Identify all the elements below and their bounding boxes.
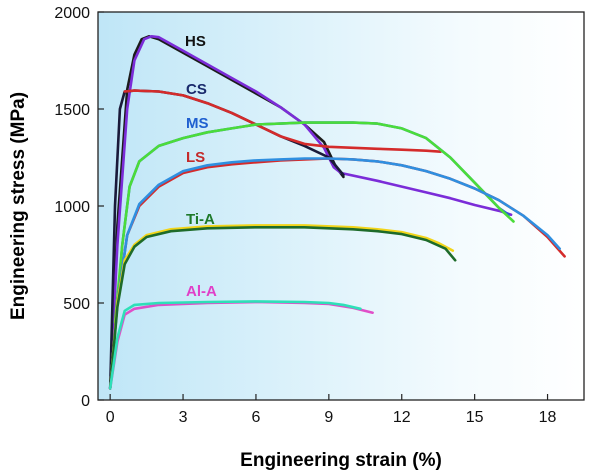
series-line-hs-1 bbox=[108, 35, 513, 390]
series-line-ls-1 bbox=[108, 157, 561, 390]
series-label-ms: MS bbox=[186, 115, 209, 132]
series-label-hs: HS bbox=[185, 33, 206, 50]
series-line-ms-1 bbox=[113, 121, 515, 324]
series-line-hs-0 bbox=[108, 35, 345, 390]
x-tick-label: 9 bbox=[324, 409, 333, 426]
x-tick-label: 0 bbox=[106, 409, 115, 426]
series-labels: HS CS MS LS Ti-A Al-A bbox=[185, 33, 217, 300]
series-line-al-a-1 bbox=[108, 300, 362, 390]
series-label-ti-a: Ti-A bbox=[186, 211, 215, 228]
plot-background bbox=[98, 12, 584, 400]
series-line-ti-a-1 bbox=[108, 226, 457, 390]
series-curves bbox=[108, 35, 566, 390]
x-tick-label: 3 bbox=[179, 409, 188, 426]
axis-ticks: 0 3 6 9 12 15 18 0 500 1000 1500 2000 bbox=[54, 5, 556, 426]
x-tick-label: 18 bbox=[539, 409, 557, 426]
y-tick-label: 500 bbox=[63, 296, 90, 313]
x-axis-title: Engineering strain (%) bbox=[240, 450, 442, 471]
y-tick-label: 0 bbox=[81, 393, 90, 410]
x-tick-label: 15 bbox=[466, 409, 484, 426]
series-line-ti-a-0 bbox=[108, 224, 455, 390]
x-tick-label: 12 bbox=[393, 409, 411, 426]
x-tick-label: 6 bbox=[251, 409, 260, 426]
series-line-cs-1 bbox=[123, 89, 442, 153]
y-axis-title: Engineering stress (MPa) bbox=[8, 92, 29, 320]
series-label-al-a: Al-A bbox=[186, 283, 217, 300]
y-tick-label: 2000 bbox=[54, 5, 90, 22]
series-label-ls: LS bbox=[186, 149, 205, 166]
series-label-cs: CS bbox=[186, 81, 207, 98]
y-tick-label: 1500 bbox=[54, 102, 90, 119]
y-tick-label: 1000 bbox=[54, 199, 90, 216]
